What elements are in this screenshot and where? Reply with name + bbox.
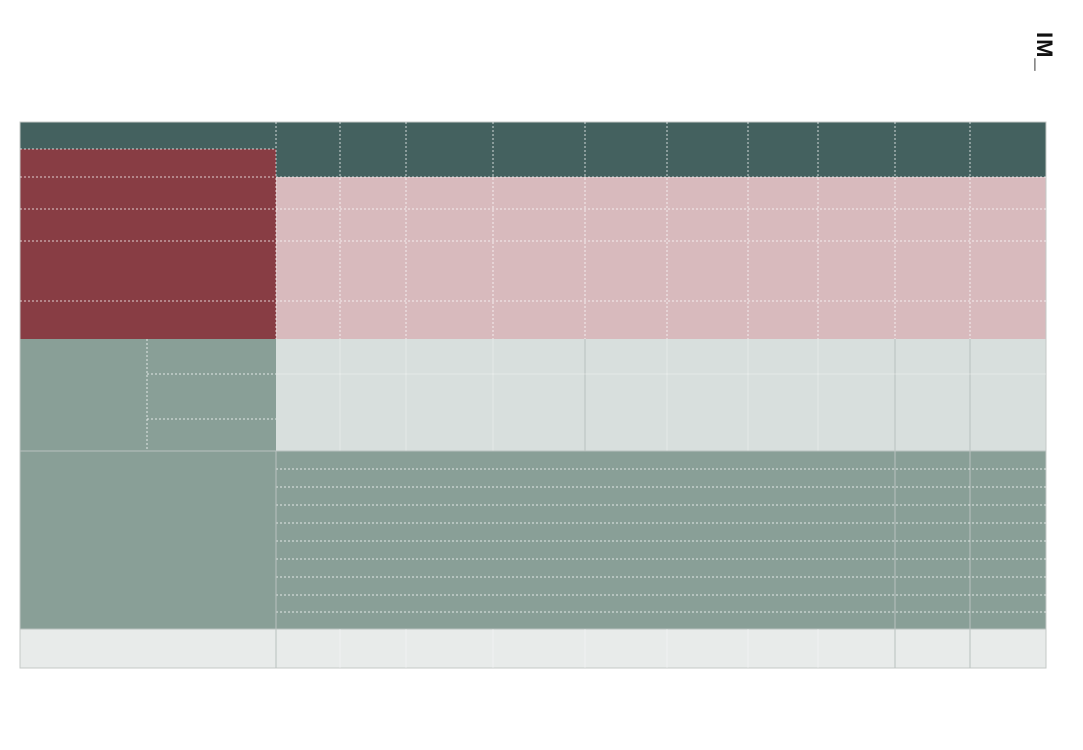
pink-block xyxy=(276,177,1046,339)
left-gray-block xyxy=(20,339,276,629)
footer-row xyxy=(20,629,1046,668)
table-border xyxy=(19,121,1047,669)
left-red-block xyxy=(20,149,276,339)
light-block xyxy=(276,339,1046,451)
green-block xyxy=(276,451,1046,629)
